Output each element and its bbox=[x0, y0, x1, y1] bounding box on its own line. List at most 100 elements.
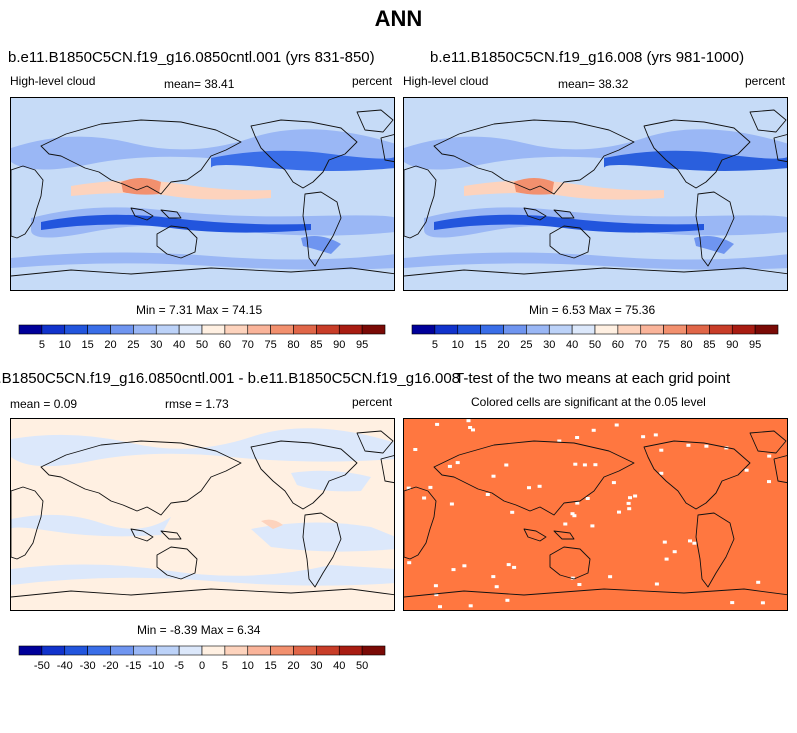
nonsignificant-cell bbox=[428, 485, 433, 489]
panel1-colorbar-tick-label: 40 bbox=[173, 339, 185, 351]
nonsignificant-cell bbox=[617, 510, 621, 514]
coastline-1 bbox=[11, 486, 44, 560]
cloud-contour-6 bbox=[404, 252, 787, 270]
panel1-colorbar-swatch-9 bbox=[224, 324, 249, 335]
panel3-colorbar-swatch-15 bbox=[361, 645, 386, 656]
panel3-units: percent bbox=[352, 395, 393, 409]
coastline-2 bbox=[156, 546, 198, 580]
nonsignificant-cell bbox=[512, 565, 517, 569]
panel3-colorbar: -50 -40 -30 -20 -15 -10 -5 0 5 10 15 20 30 40 50 bbox=[18, 645, 386, 675]
panel3-colorbar-swatch-10 bbox=[247, 645, 271, 656]
panel1-map bbox=[10, 97, 395, 291]
panel1-colorbar-swatch-7 bbox=[178, 324, 203, 335]
nonsignificant-cell bbox=[434, 593, 439, 597]
nonsignificant-cell bbox=[577, 583, 582, 586]
nonsignificant-cell bbox=[626, 501, 631, 505]
nonsignificant-cell bbox=[506, 563, 511, 567]
panel1-mean-label: mean= bbox=[164, 77, 202, 91]
panel2-minmax: Min = 6.53 Max = 75.36 bbox=[529, 303, 655, 317]
coastline-7 bbox=[773, 134, 787, 163]
panel2-colorbar-tick-label: 60 bbox=[612, 339, 624, 351]
panel3-min-value: -8.39 bbox=[170, 623, 198, 637]
coastline-4 bbox=[250, 440, 358, 510]
coastline-6 bbox=[749, 109, 787, 133]
panel2-colorbar-swatch-8 bbox=[594, 324, 619, 335]
panel1-colorbar-swatch-12 bbox=[293, 324, 317, 335]
nonsignificant-cell bbox=[608, 575, 613, 579]
panel2-min-value: 6.53 bbox=[562, 303, 586, 317]
nonsignificant-cell bbox=[688, 539, 692, 543]
panel2-map bbox=[403, 97, 788, 291]
panel3-colorbar-tick-label: 10 bbox=[242, 660, 254, 672]
panel3-colorbar-swatch-9 bbox=[224, 645, 249, 656]
panel4-map bbox=[403, 418, 788, 611]
panel2-colorbar-swatch-5 bbox=[526, 324, 550, 335]
panel3-colorbar-tick-label: -40 bbox=[57, 660, 73, 672]
nonsignificant-cell bbox=[438, 605, 442, 609]
panel1-colorbar-swatch-3 bbox=[87, 324, 111, 335]
nonsignificant-cell bbox=[756, 580, 761, 584]
panel1-colorbar-swatch-2 bbox=[64, 324, 88, 335]
panel3-colorbar-tick-label: -10 bbox=[148, 660, 164, 672]
panel2-mean-value: 38.32 bbox=[598, 77, 629, 91]
panel2-max-label: Max = bbox=[588, 303, 622, 317]
coastline-6 bbox=[356, 430, 394, 454]
cloud-contour-5 bbox=[514, 178, 554, 195]
nonsignificant-cell bbox=[653, 433, 658, 437]
panel2-colorbar-tick-label: 75 bbox=[658, 339, 670, 351]
coastline-1 bbox=[404, 165, 437, 239]
panel1-mean: mean= 38.41 bbox=[164, 77, 234, 91]
panel3-colorbar-tick-label: 20 bbox=[287, 660, 299, 672]
cloud-contour-7 bbox=[301, 236, 341, 254]
panel2-colorbar-tick-label: 10 bbox=[452, 339, 464, 351]
panel1-colorbar-swatch-14 bbox=[338, 324, 363, 335]
nonsignificant-cell bbox=[575, 436, 580, 439]
panel2-colorbar-tick-label: 95 bbox=[749, 339, 761, 351]
nonsignificant-cell bbox=[704, 444, 709, 448]
panel1-colorbar-tick-label: 50 bbox=[196, 339, 208, 351]
panel2-colorbar-swatch-12 bbox=[686, 324, 710, 335]
panel3-colorbar-tick-label: 40 bbox=[333, 660, 345, 672]
panel1-colorbar: 5 10 15 20 25 30 40 50 60 70 75 80 85 90 95 bbox=[18, 324, 386, 354]
panel1-colorbar-tick-label: 30 bbox=[150, 339, 162, 351]
panel3-colorbar-swatch-11 bbox=[270, 645, 294, 656]
panel2-colorbar-swatch-3 bbox=[480, 324, 504, 335]
panel1-colorbar-tick-label: 20 bbox=[104, 339, 116, 351]
panel3-colorbar-tick-label: 5 bbox=[222, 660, 228, 672]
panel3-colorbar-tick-label: 50 bbox=[356, 660, 368, 672]
cloud-contour-3 bbox=[434, 214, 704, 233]
panel3-colorbar-tick-label: -30 bbox=[80, 660, 96, 672]
panel3-colorbar-tick-label: -50 bbox=[34, 660, 50, 672]
nonsignificant-cell bbox=[491, 474, 496, 478]
significance-field-svg bbox=[404, 419, 787, 610]
nonsignificant-cell bbox=[767, 480, 771, 484]
panel2-colorbar-swatch-6 bbox=[548, 324, 573, 335]
coastline-2 bbox=[549, 546, 591, 580]
panel4-subtitle: Colored cells are significant at the 0.0… bbox=[471, 395, 706, 409]
panel3-colorbar-swatch-13 bbox=[316, 645, 340, 656]
cloud-contour-5 bbox=[121, 178, 161, 195]
nonsignificant-cell bbox=[468, 604, 473, 608]
nonsignificant-cell bbox=[557, 439, 562, 443]
nonsignificant-cell bbox=[537, 484, 542, 488]
coastline-0 bbox=[40, 440, 242, 516]
nonsignificant-cell bbox=[767, 454, 772, 458]
nonsignificant-cell bbox=[573, 462, 578, 466]
panel2-colorbar-swatch-13 bbox=[709, 324, 733, 335]
cloud-field-svg bbox=[11, 98, 394, 290]
nonsignificant-cell bbox=[468, 426, 473, 429]
coastline-6 bbox=[356, 109, 394, 133]
panel1-colorbar-swatch-8 bbox=[201, 324, 226, 335]
panel4-title: T-test of the two means at each grid poi… bbox=[455, 370, 731, 387]
panel2-colorbar-swatch-2 bbox=[457, 324, 481, 335]
nonsignificant-cell bbox=[572, 514, 577, 518]
panel2-colorbar-tick-label: 20 bbox=[497, 339, 509, 351]
panel1-min-value: 7.31 bbox=[169, 303, 193, 317]
coastline-2 bbox=[156, 225, 198, 259]
nonsignificant-cell bbox=[659, 471, 664, 475]
nonsignificant-cell bbox=[662, 540, 667, 544]
panel3-colorbar-swatch-5 bbox=[133, 645, 157, 656]
coastline-1 bbox=[404, 486, 437, 560]
nonsignificant-cell bbox=[494, 585, 499, 589]
nonsignificant-cell bbox=[435, 422, 440, 426]
